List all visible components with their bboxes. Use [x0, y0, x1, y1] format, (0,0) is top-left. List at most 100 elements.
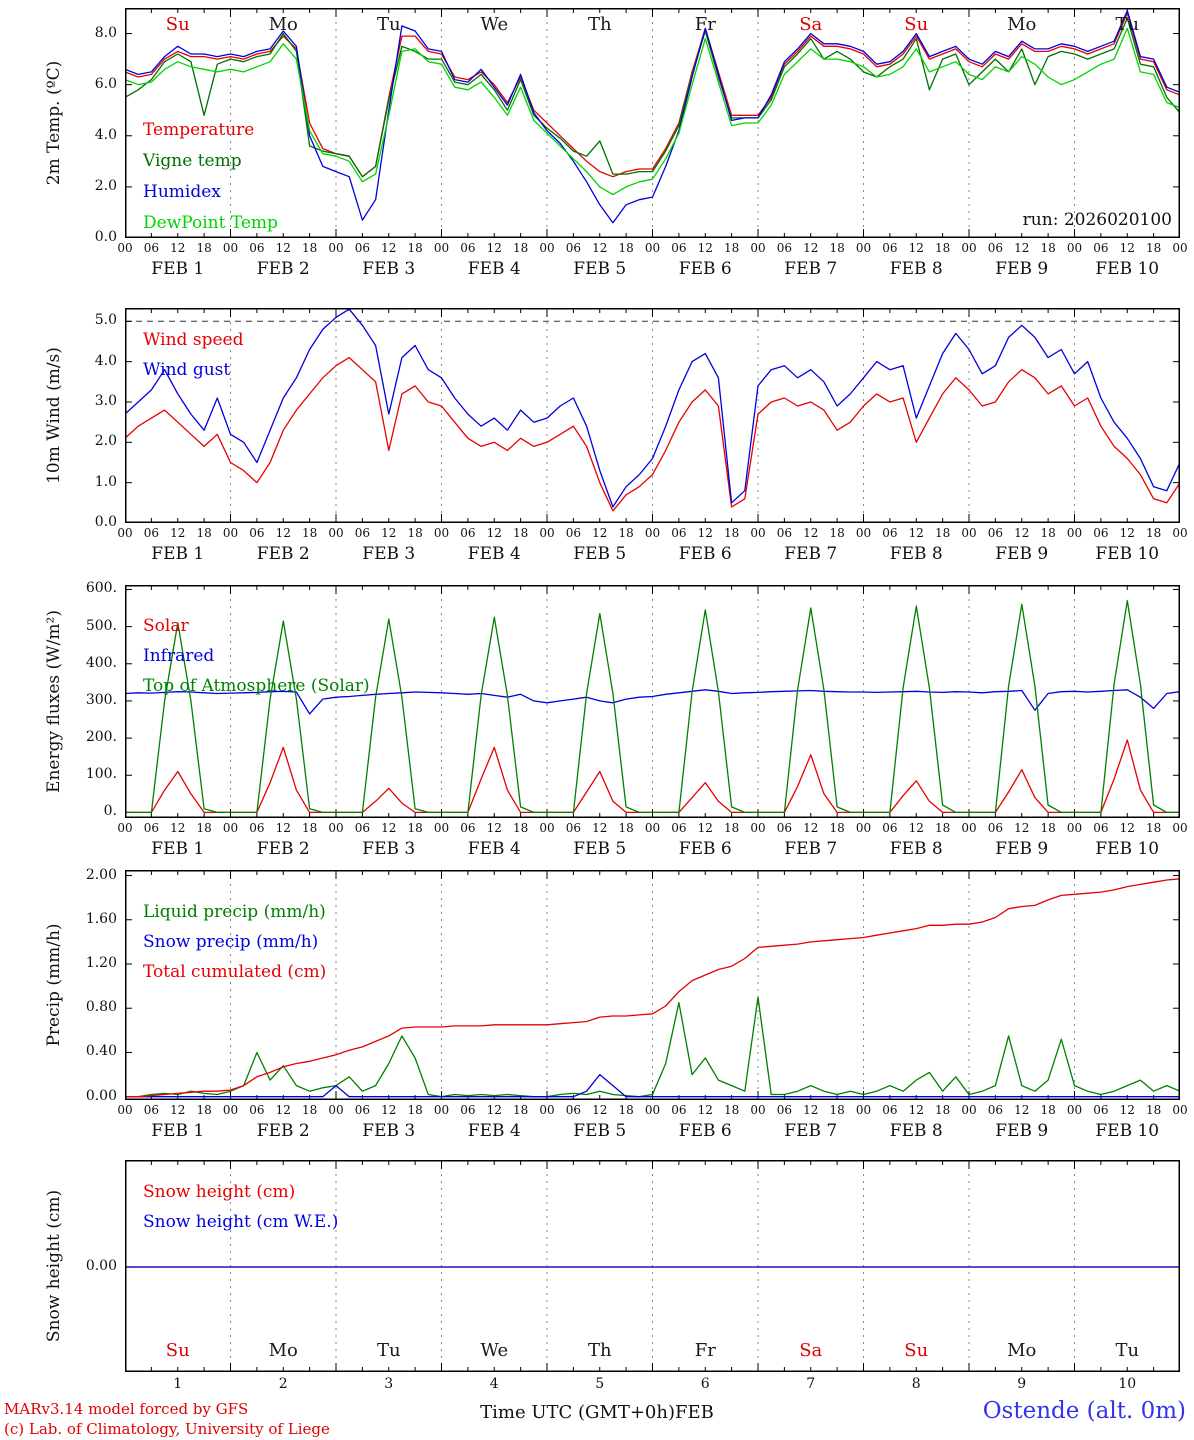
date-label: FEB 5 [573, 1121, 627, 1141]
hour-tick-label: 12 [381, 526, 397, 540]
energy-flux-panel [125, 585, 1180, 818]
hour-tick-label: 00 [117, 526, 133, 540]
y-tick-label: 0.00 [85, 1087, 117, 1104]
day-label-bottom: Su [165, 1340, 190, 1361]
hour-tick-label: 12 [803, 1103, 819, 1117]
y-tick-label: 2.0 [94, 177, 117, 194]
hour-tick-label: 12 [908, 821, 924, 835]
hour-tick-label: 12 [1119, 1103, 1135, 1117]
y-tick-label: 0.0 [94, 514, 117, 530]
legend-humidex: Humidex [143, 182, 221, 202]
hour-tick-label: 06 [249, 1103, 265, 1117]
temperature-panel [125, 8, 1180, 238]
hour-tick-label: 00 [644, 241, 661, 255]
date-label: FEB 1 [151, 259, 205, 279]
hour-tick-label: 12 [1119, 526, 1135, 540]
hour-tick-label: 00 [328, 1103, 344, 1117]
hour-tick-label: 18 [618, 526, 634, 540]
y-tick-label: 600. [85, 580, 117, 597]
y-axis-label-wind: 10m Wind (m/s) [44, 347, 64, 484]
hour-tick-label: 12 [170, 821, 186, 835]
hour-tick-label: 00 [961, 241, 977, 255]
hour-tick-label: 06 [354, 821, 371, 835]
hour-tick-label: 18 [1040, 821, 1056, 835]
day-number: 7 [806, 1376, 816, 1392]
hour-tick-label: 12 [592, 821, 608, 835]
hour-tick-label: 06 [565, 241, 582, 255]
hour-tick-label: 12 [275, 241, 291, 255]
precip-panel [125, 870, 1180, 1100]
day-label-bottom: Fr [694, 1340, 716, 1361]
day-number: 1 [173, 1376, 183, 1392]
y-tick-label: 4.0 [94, 126, 117, 143]
hour-tick-label: 12 [381, 1103, 397, 1117]
hour-tick-label: 18 [723, 526, 740, 540]
day-number: 2 [278, 1376, 288, 1392]
hour-tick-label: 06 [249, 241, 265, 255]
hour-tick-label: 12 [170, 1103, 186, 1117]
hour-tick-label: 12 [170, 526, 186, 540]
hour-tick-label: 12 [1119, 241, 1135, 255]
day-label-bottom: Mo [1007, 1340, 1037, 1361]
hour-tick-label: 18 [723, 821, 740, 835]
hour-tick-label: 00 [539, 821, 555, 835]
hour-tick-label: 00 [1066, 241, 1083, 255]
hour-tick-label: 00 [750, 526, 766, 540]
hour-tick-label: 12 [908, 526, 924, 540]
hour-tick-label: 18 [934, 241, 951, 255]
hour-tick-label: 12 [1119, 821, 1135, 835]
y-tick-label: 6.0 [94, 75, 117, 92]
hour-tick-label: 06 [354, 526, 371, 540]
hour-tick-label: 06 [460, 241, 476, 255]
y-tick-label: 500. [85, 617, 117, 634]
hour-tick-label: 12 [381, 241, 397, 255]
hour-tick-label: 18 [301, 821, 318, 835]
hour-tick-label: 06 [671, 821, 687, 835]
y-tick-label: 4.0 [94, 352, 117, 369]
hour-tick-label: 06 [776, 526, 793, 540]
hour-tick-label: 18 [829, 1103, 845, 1117]
run-label: run: 2026020100 [1022, 210, 1172, 230]
hour-tick-label: 00 [855, 1103, 872, 1117]
hour-tick-label: 06 [565, 1103, 582, 1117]
legend-snow-height-cm-w-e-: Snow height (cm W.E.) [143, 1212, 339, 1232]
day-number: 3 [384, 1376, 394, 1392]
hour-tick-label: 00 [222, 1103, 239, 1117]
hour-tick-label: 06 [776, 821, 793, 835]
y-tick-label: 0.40 [85, 1043, 117, 1060]
hour-tick-label: 18 [723, 1103, 740, 1117]
date-label: FEB 6 [678, 544, 732, 564]
hour-tick-label: 12 [1014, 1103, 1030, 1117]
hour-tick-label: 18 [829, 241, 845, 255]
hour-tick-label: 06 [143, 241, 160, 255]
date-label: FEB 9 [995, 839, 1049, 859]
hour-tick-label: 00 [1172, 821, 1188, 835]
hour-tick-label: 12 [275, 526, 291, 540]
y-tick-label: 8.0 [94, 24, 117, 41]
hour-tick-label: 06 [1093, 821, 1109, 835]
y-tick-label: 0.0 [94, 229, 117, 245]
hour-tick-label: 18 [934, 526, 951, 540]
day-label-bottom: Su [904, 1340, 929, 1361]
hour-tick-label: 00 [1172, 526, 1188, 540]
date-label: FEB 9 [995, 259, 1049, 279]
hour-tick-label: 12 [1014, 241, 1030, 255]
hour-tick-label: 00 [539, 526, 555, 540]
hour-tick-label: 12 [697, 1103, 713, 1117]
hour-tick-label: 12 [592, 1103, 608, 1117]
hour-tick-label: 18 [301, 241, 318, 255]
date-label: FEB 10 [1095, 839, 1160, 859]
hour-tick-label: 18 [512, 241, 529, 255]
legend-top-of-atmosphere-solar-: Top of Atmosphere (Solar) [143, 676, 370, 696]
hour-tick-label: 06 [882, 241, 898, 255]
hour-tick-label: 00 [1172, 1103, 1188, 1117]
hour-tick-label: 00 [328, 241, 344, 255]
hour-tick-label: 00 [433, 526, 450, 540]
hour-tick-label: 18 [301, 526, 318, 540]
hour-tick-label: 06 [249, 821, 265, 835]
hour-tick-label: 18 [512, 1103, 529, 1117]
hour-tick-label: 12 [908, 1103, 924, 1117]
day-label-top: Sa [799, 14, 823, 35]
hour-tick-label: 06 [1093, 241, 1109, 255]
day-label-top: We [480, 14, 509, 35]
